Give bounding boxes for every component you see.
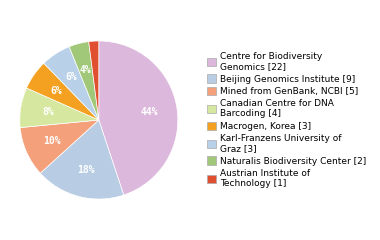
Wedge shape <box>27 63 99 120</box>
Wedge shape <box>40 120 124 199</box>
Text: 8%: 8% <box>42 107 54 117</box>
Wedge shape <box>69 42 99 120</box>
Legend: Centre for Biodiversity
Genomics [22], Beijing Genomics Institute [9], Mined fro: Centre for Biodiversity Genomics [22], B… <box>206 51 367 189</box>
Wedge shape <box>20 120 99 173</box>
Wedge shape <box>89 41 99 120</box>
Wedge shape <box>99 41 178 195</box>
Text: 6%: 6% <box>65 72 77 82</box>
Wedge shape <box>20 88 99 128</box>
Text: 6%: 6% <box>51 86 63 96</box>
Text: 10%: 10% <box>43 136 61 146</box>
Wedge shape <box>44 47 99 120</box>
Text: 4%: 4% <box>80 65 92 75</box>
Text: 18%: 18% <box>77 165 95 175</box>
Text: 44%: 44% <box>141 107 158 117</box>
